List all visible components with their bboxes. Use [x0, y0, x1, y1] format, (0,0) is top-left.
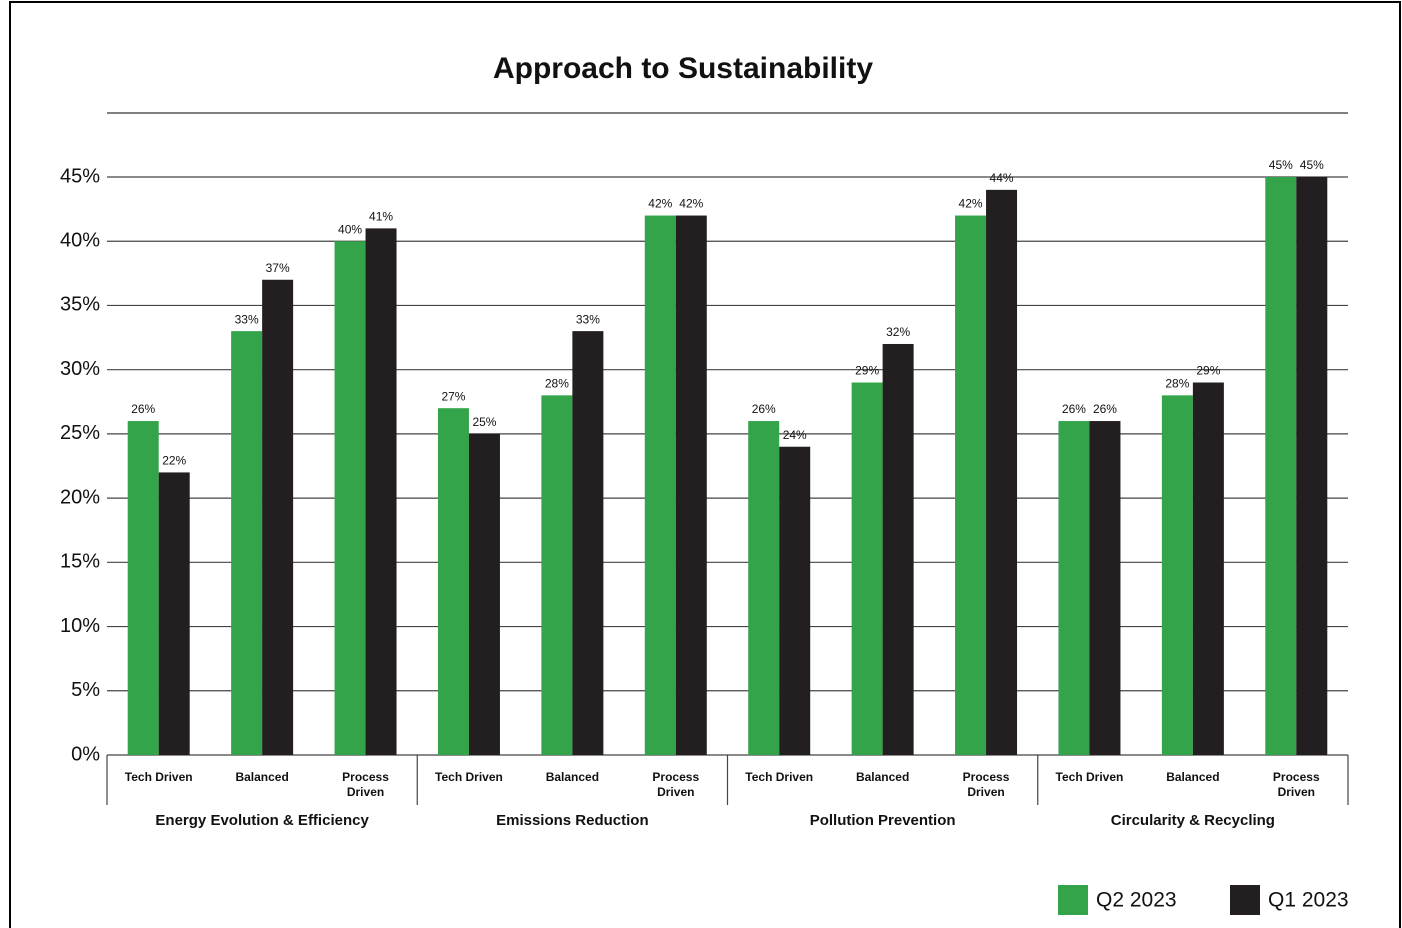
bar	[158, 472, 190, 755]
value-label: 29%	[855, 364, 879, 378]
bar	[541, 395, 573, 755]
value-label: 27%	[441, 389, 465, 403]
bar	[334, 241, 366, 755]
group-label: Emissions Reduction	[496, 812, 649, 829]
value-label: 28%	[545, 377, 569, 391]
x-tick-label: Tech Driven	[124, 770, 193, 784]
bar	[468, 433, 500, 755]
group-label: Pollution Prevention	[809, 812, 956, 829]
value-label: 33%	[235, 312, 259, 326]
legend-swatch	[1058, 885, 1088, 915]
y-tick-label: 0%	[71, 743, 100, 765]
value-label: 33%	[576, 312, 600, 326]
bar	[986, 189, 1018, 755]
legend-label: Q1 2023	[1268, 889, 1349, 912]
legend-swatch	[1230, 885, 1260, 915]
bar	[1192, 382, 1224, 755]
value-label: 24%	[783, 428, 807, 442]
bar	[955, 215, 987, 756]
x-tick-label: Tech Driven	[435, 770, 503, 784]
bar	[675, 215, 707, 756]
value-label: 45%	[1269, 158, 1293, 172]
x-tick-label: Balanced	[545, 770, 600, 784]
y-tick-label: 20%	[60, 486, 100, 508]
x-tick-label: Balanced	[235, 770, 289, 784]
y-tick-label: 5%	[71, 679, 100, 701]
value-label: 32%	[886, 325, 910, 339]
bar	[1265, 177, 1297, 755]
x-tick-label: Process Driven	[1272, 770, 1320, 799]
bar	[262, 279, 294, 755]
value-label: 26%	[1062, 402, 1086, 416]
value-label: 45%	[1300, 158, 1324, 172]
y-tick-label: 30%	[60, 358, 100, 380]
bar	[1089, 421, 1121, 755]
bar	[748, 421, 780, 755]
bar	[365, 228, 397, 755]
y-tick-label: 15%	[60, 551, 100, 573]
value-label: 22%	[162, 454, 186, 468]
y-tick-label: 10%	[60, 615, 100, 637]
bar	[882, 343, 914, 755]
y-tick-label: 25%	[60, 422, 100, 444]
value-label: 44%	[990, 171, 1014, 185]
value-label: 25%	[472, 415, 496, 429]
group-label: Energy Evolution & Efficiency	[155, 812, 369, 829]
bar	[1296, 177, 1328, 755]
value-label: 26%	[1093, 402, 1117, 416]
bar	[572, 331, 604, 755]
value-label: 26%	[752, 402, 776, 416]
value-label: 29%	[1196, 364, 1220, 378]
value-label: 37%	[266, 261, 290, 275]
y-tick-label: 40%	[60, 230, 100, 252]
bar	[127, 421, 159, 755]
x-tick-label: Balanced	[855, 770, 910, 784]
bar	[231, 331, 263, 755]
value-label: 40%	[338, 222, 362, 236]
y-tick-label: 45%	[60, 165, 100, 187]
x-tick-label: Process Driven	[342, 770, 389, 799]
bar	[851, 382, 883, 755]
x-tick-label: Process Driven	[962, 770, 1010, 799]
y-tick-label: 35%	[60, 294, 100, 316]
value-label: 41%	[369, 210, 393, 224]
chart-title: Approach to Sustainability	[493, 52, 873, 85]
bar	[1058, 421, 1090, 755]
x-tick-label: Tech Driven	[1055, 770, 1124, 784]
frame	[9, 1, 1401, 928]
bar	[1161, 395, 1193, 755]
value-label: 28%	[1165, 377, 1189, 391]
x-tick-label: Balanced	[1166, 770, 1220, 784]
bar	[644, 215, 676, 756]
bar	[779, 446, 811, 755]
x-tick-label: Tech Driven	[745, 770, 814, 784]
value-label: 42%	[959, 197, 983, 211]
legend-label: Q2 2023	[1096, 889, 1177, 912]
x-tick-label: Process Driven	[652, 770, 700, 799]
value-label: 26%	[131, 402, 155, 416]
value-label: 42%	[648, 197, 672, 211]
bar	[437, 408, 469, 755]
group-label: Circularity & Recycling	[1110, 812, 1275, 829]
value-label: 42%	[679, 197, 703, 211]
